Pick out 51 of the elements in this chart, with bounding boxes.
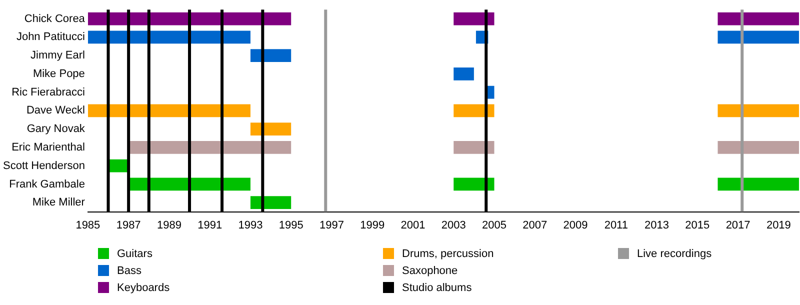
x-tick-label: 2007 [522, 219, 548, 232]
legend-label: Guitars [117, 248, 152, 260]
x-tick-label: 2005 [482, 219, 506, 232]
bar [454, 68, 474, 80]
legend-label: Keyboards [117, 282, 170, 294]
y-tick-label: Gary Novak [26, 123, 86, 136]
bar [88, 30, 250, 44]
x-tick-label: 1997 [319, 219, 344, 232]
bar [250, 122, 292, 136]
legend-label: Studio albums [402, 282, 472, 294]
y-tick-label: Scott Henderson [3, 160, 85, 172]
x-tick-label: 1999 [360, 219, 385, 232]
bar [250, 49, 292, 62]
legend-label: Drums, percussion [402, 248, 494, 260]
x-tick-label: 2019 [766, 219, 791, 232]
x-tick-label: 2017 [726, 219, 750, 232]
y-tick-label: Jimmy Earl [30, 50, 85, 62]
x-tick-label: 2015 [685, 219, 710, 232]
bar [454, 141, 494, 154]
x-tick-label: 1985 [76, 219, 100, 232]
x-tick-label: 1987 [116, 219, 141, 232]
bar [250, 196, 292, 210]
bar [718, 141, 799, 154]
bar [454, 178, 494, 191]
bar [128, 141, 292, 154]
bar [718, 104, 799, 118]
x-tick-label: 1991 [198, 219, 222, 232]
bar [718, 178, 799, 191]
bar [454, 104, 494, 118]
y-tick-label: Ric Fierabracci [12, 86, 85, 98]
bar [718, 30, 799, 44]
x-tick-label: 2013 [644, 219, 670, 232]
y-tick-label: John Patitucci [16, 31, 85, 44]
y-tick-label: Chick Corea [24, 12, 86, 25]
y-tick-label: Frank Gambale [9, 178, 85, 190]
bar [454, 12, 494, 26]
bar [718, 12, 799, 26]
y-tick-label: Eric Marienthal [12, 141, 85, 154]
y-tick-label: Mike Miller [32, 196, 86, 209]
x-tick-label: 2011 [604, 219, 628, 232]
y-tick-label: Dave Weckl [26, 104, 85, 117]
legend-label: Live recordings [637, 248, 712, 260]
x-tick-label: 2009 [563, 219, 588, 232]
x-tick-label: 2003 [441, 219, 466, 232]
x-tick-label: 2001 [400, 219, 426, 232]
legend-label: Saxophone [402, 264, 458, 276]
legend-label: Bass [117, 264, 142, 276]
x-tick-label: 1995 [278, 219, 304, 232]
x-tick-label: 1989 [156, 219, 182, 232]
x-tick-label: 1993 [238, 219, 263, 232]
y-tick-label: Mike Pope [32, 68, 85, 80]
